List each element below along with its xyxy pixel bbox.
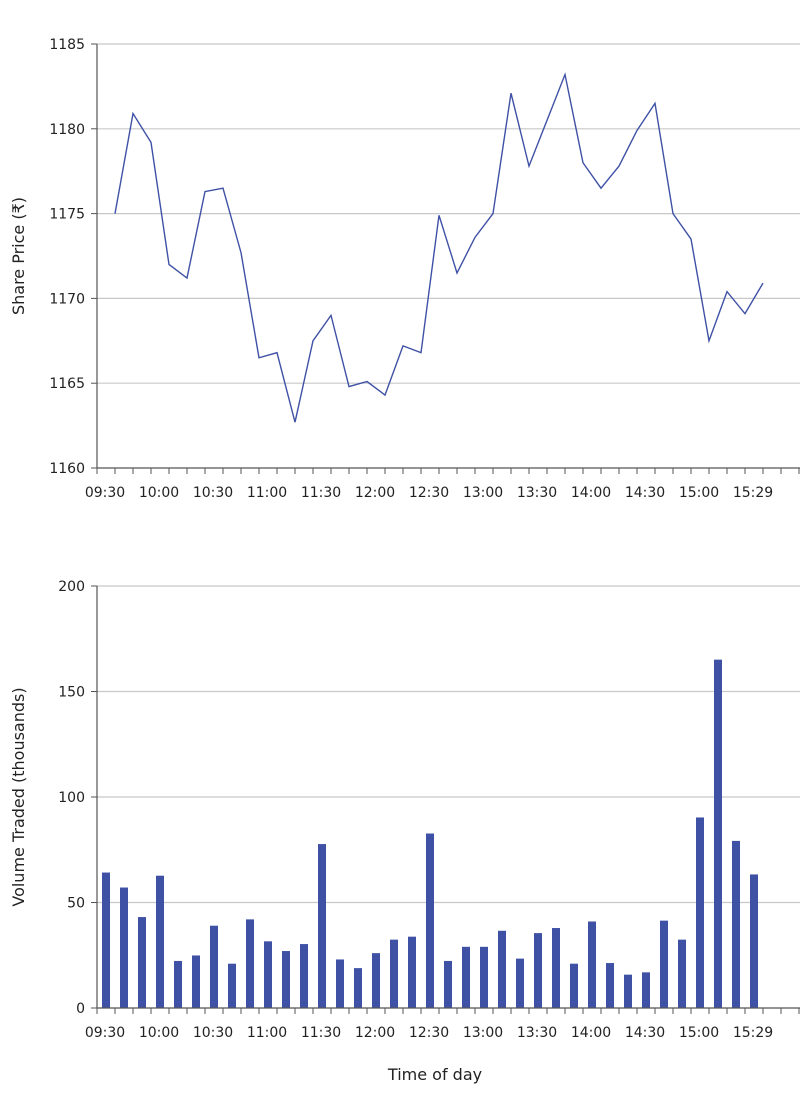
volume-bar (462, 946, 470, 1008)
volume-bar (534, 933, 542, 1008)
price-x-tick-labels: 09:30 10:00 10:30 11:00 11:30 12:00 12:30 13:00… (85, 485, 773, 501)
volume-bars (102, 659, 758, 1008)
y-tick-label: 1170 (49, 291, 85, 307)
volume-bar (102, 872, 110, 1008)
volume-bar-chart: 0 50 100 150 200 09:30 10:00 10:30 11:00 11:30 12… (9, 579, 800, 1084)
price-series (114, 72, 764, 423)
x-tick-label: 10:00 (139, 1025, 179, 1041)
volume-bar (588, 921, 596, 1008)
x-tick-label: 10:00 (139, 485, 179, 501)
volume-bar (696, 817, 704, 1008)
volume-bar (246, 919, 254, 1008)
volume-bar (228, 963, 236, 1008)
volume-bar (750, 874, 758, 1008)
volume-axes (96, 586, 800, 1014)
volume-bar (660, 920, 668, 1008)
volume-bar (480, 946, 488, 1008)
x-tick-label: 09:30 (85, 1025, 125, 1041)
x-tick-label: 10:30 (193, 1025, 233, 1041)
volume-bar (498, 930, 506, 1008)
x-tick-label: 14:00 (571, 1025, 611, 1041)
volume-bar (282, 951, 290, 1008)
volume-bar (318, 844, 326, 1008)
volume-bar (264, 941, 272, 1008)
y-tick-label: 1160 (49, 461, 85, 477)
volume-bar (606, 963, 614, 1008)
y-tick-label: 1185 (49, 37, 85, 53)
x-tick-label: 11:00 (247, 1025, 287, 1041)
volume-bar (516, 958, 524, 1008)
x-tick-label: 12:00 (355, 485, 395, 501)
volume-bar (732, 840, 740, 1008)
x-tick-label: 14:00 (571, 485, 611, 501)
y-tick-label: 1180 (49, 122, 85, 138)
volume-bar (300, 944, 308, 1008)
x-tick-label: 12:30 (409, 485, 449, 501)
x-tick-label: 11:00 (247, 485, 287, 501)
volume-bar (714, 659, 722, 1008)
x-tick-label: 13:00 (463, 1025, 503, 1041)
volume-bar (408, 936, 416, 1008)
x-tick-label: 13:00 (463, 485, 503, 501)
x-tick-label: 11:30 (301, 1025, 341, 1041)
volume-bar (624, 974, 632, 1008)
volume-bar (120, 887, 128, 1008)
x-tick-label: 13:30 (517, 1025, 557, 1041)
price-axes (96, 44, 800, 474)
x-tick-label: 12:30 (409, 1025, 449, 1041)
volume-bar (570, 963, 578, 1008)
volume-bar (552, 928, 560, 1008)
price-y-axis-title: Share Price (₹) (9, 197, 28, 315)
volume-bar (156, 875, 164, 1008)
y-tick-label: 200 (58, 579, 85, 595)
volume-y-tick-labels: 0 50 100 150 200 (58, 579, 85, 1017)
x-tick-label: 14:30 (625, 1025, 665, 1041)
volume-bar (372, 953, 380, 1008)
x-tick-label: 10:30 (193, 485, 233, 501)
volume-bar (354, 968, 362, 1008)
volume-bar (192, 955, 200, 1008)
volume-y-axis-title: Volume Traded (thousands) (9, 687, 28, 906)
volume-x-axis-title: Time of day (387, 1065, 482, 1084)
x-tick-label: 15:00 (679, 1025, 719, 1041)
volume-bar (174, 960, 182, 1008)
volume-gridlines (91, 585, 800, 1009)
y-tick-label: 150 (58, 685, 85, 701)
volume-bar (390, 939, 398, 1008)
x-tick-label: 14:30 (625, 485, 665, 501)
y-tick-label: 1165 (49, 376, 85, 392)
x-tick-label: 13:30 (517, 485, 557, 501)
y-tick-label: 100 (58, 790, 85, 806)
y-tick-label: 0 (76, 1001, 85, 1017)
volume-bar (642, 972, 650, 1008)
y-tick-label: 50 (67, 896, 85, 912)
volume-bar (336, 959, 344, 1008)
price-line-chart: 1160 1165 1170 1175 1180 1185 09:30 10:00 10:30… (9, 37, 800, 501)
y-tick-label: 1175 (49, 207, 85, 223)
x-tick-label: 09:30 (85, 485, 125, 501)
volume-bar (426, 833, 434, 1008)
price-y-tick-labels: 1160 1165 1170 1175 1180 1185 (49, 37, 85, 477)
x-tick-label: 15:29 (733, 1025, 773, 1041)
price-line (114, 72, 764, 423)
volume-bar (138, 917, 146, 1008)
x-tick-label: 12:00 (355, 1025, 395, 1041)
volume-bar (678, 939, 686, 1008)
volume-bar (210, 925, 218, 1008)
x-tick-label: 15:00 (679, 485, 719, 501)
x-tick-label: 15:29 (733, 485, 773, 501)
volume-bar (444, 960, 452, 1008)
price-gridlines (91, 43, 800, 469)
volume-x-tick-labels: 09:30 10:00 10:30 11:00 11:30 12:00 12:30 13:00… (85, 1025, 773, 1041)
x-tick-label: 11:30 (301, 485, 341, 501)
